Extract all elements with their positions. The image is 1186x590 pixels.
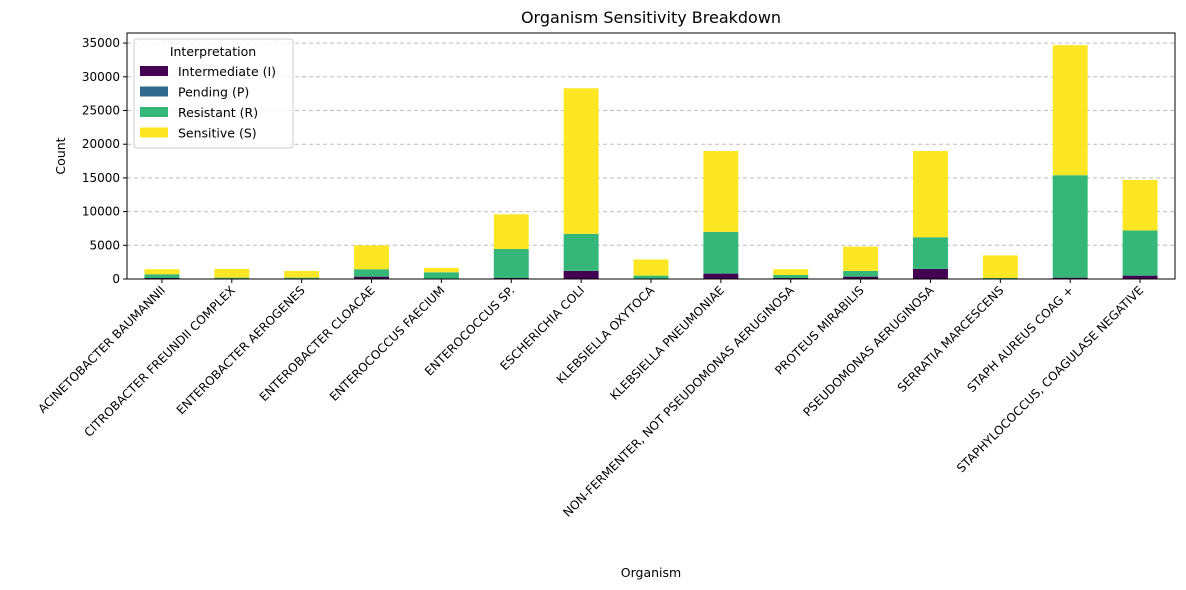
legend-box <box>133 38 294 149</box>
bars <box>144 45 1158 279</box>
bar-segment <box>144 269 180 275</box>
bar-segment <box>982 277 1018 279</box>
bar-segment <box>843 246 879 271</box>
y-axis: 0 5000 10000 15000 20000 25000 30000 35000 <box>82 36 127 286</box>
bar-segment <box>493 277 529 279</box>
x-tick-label: CITROBACTER FREUNDII COMPLEX <box>81 283 238 440</box>
bar-segment <box>144 277 180 279</box>
legend-swatch <box>140 66 168 76</box>
bar-segment <box>354 245 389 270</box>
legend-swatch <box>140 107 168 117</box>
legend-entry: Pending (P) <box>178 85 249 100</box>
bar-segment <box>423 272 459 279</box>
y-tick-label: 10000 <box>82 205 120 219</box>
bar-segment <box>563 270 599 279</box>
bar-segment <box>354 269 389 277</box>
bar-segment <box>1052 45 1088 176</box>
bar-segment <box>214 268 250 278</box>
x-axis-label: Organism <box>621 565 681 580</box>
bar-segment <box>423 267 459 273</box>
x-tick-label: KLEBSIELLA PNEUMONIAE <box>607 283 727 403</box>
chart-title: Organism Sensitivity Breakdown <box>521 8 781 27</box>
bar-segment <box>982 255 1018 278</box>
y-tick-label: 5000 <box>89 238 120 252</box>
x-tick-label: NON-FERMENTER, NOT PSEUDOMONAS AERUGINOS… <box>560 283 797 520</box>
bar-segment <box>843 270 879 277</box>
y-tick-label: 15000 <box>82 171 120 185</box>
bar-segment <box>633 259 669 276</box>
bar-segment <box>144 274 180 278</box>
bar-segment <box>913 237 948 269</box>
bar-segment <box>913 150 948 238</box>
bar-segment <box>1122 179 1158 231</box>
y-axis-label: Count <box>53 137 68 174</box>
x-tick-label: ENTEROBACTER CLOACAE <box>257 283 378 404</box>
legend-swatch <box>140 86 168 97</box>
bar-segment <box>843 276 879 279</box>
bar-segment <box>563 88 599 234</box>
bar-segment <box>773 274 809 278</box>
legend[interactable]: Interpretation Intermediate (I) Pending (… <box>133 38 294 149</box>
bar-segment <box>773 277 809 279</box>
bar-segment <box>913 268 948 279</box>
bar-segment <box>703 273 739 279</box>
bar-segment <box>1122 275 1158 279</box>
legend-entry: Intermediate (I) <box>178 64 276 79</box>
legend-title: Interpretation <box>170 44 256 59</box>
y-tick-label: 35000 <box>82 36 120 50</box>
x-tick-label: ENTEROBACTER AEROGENES <box>174 283 308 417</box>
bar-segment <box>633 275 669 279</box>
bar-segment <box>1122 230 1158 276</box>
bar-segment <box>773 269 809 275</box>
bar-segment <box>284 277 320 279</box>
bar-segment <box>284 270 320 278</box>
bar-segment <box>703 150 739 232</box>
y-tick-label: 30000 <box>82 70 120 84</box>
bar-segment <box>493 249 529 278</box>
bar-segment <box>703 231 739 274</box>
legend-entry: Resistant (R) <box>178 105 258 120</box>
legend-swatch <box>140 127 168 138</box>
x-tick-label: ENTEROCOCCUS FAECIUM <box>327 283 448 404</box>
y-tick-label: 25000 <box>82 104 120 118</box>
bar-segment <box>563 233 599 271</box>
x-tick-label: PSEUDOMONAS AERUGINOSA <box>800 283 937 420</box>
y-tick-label: 20000 <box>82 137 120 151</box>
bar-segment <box>493 214 529 250</box>
bar-segment <box>214 277 250 279</box>
bar-segment <box>1052 277 1088 279</box>
y-tick-label: 0 <box>112 272 120 286</box>
bar-segment <box>354 276 389 279</box>
x-tick-label: ACINETOBACTER BAUMANNII <box>35 283 168 416</box>
bar-segment <box>1052 175 1088 278</box>
legend-entry: Sensitive (S) <box>178 126 257 141</box>
